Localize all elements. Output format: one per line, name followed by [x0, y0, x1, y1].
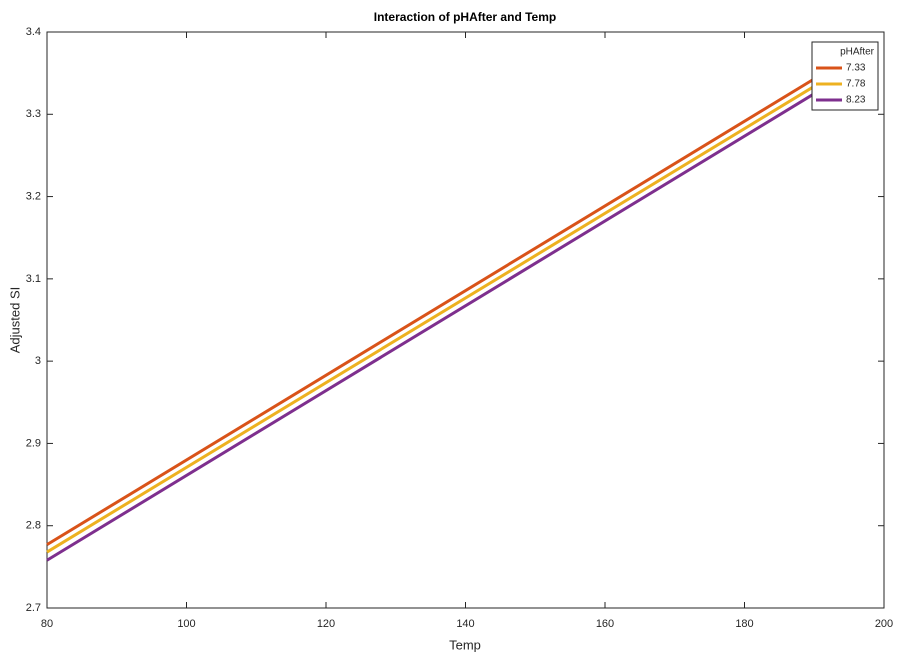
y-tick-label: 3.4 [26, 26, 41, 38]
x-tick-label: 80 [41, 618, 53, 630]
y-tick-label: 2.8 [26, 520, 41, 532]
legend-label: 7.78 [846, 79, 866, 90]
y-axis-label: Adjusted SI [7, 287, 22, 354]
x-tick-label: 200 [875, 618, 893, 630]
x-tick-label: 180 [735, 618, 753, 630]
legend-label: 8.23 [846, 95, 866, 106]
x-tick-label: 100 [177, 618, 195, 630]
x-axis-label: Temp [449, 637, 481, 652]
y-tick-label: 3.1 [26, 273, 41, 285]
x-tick-label: 120 [317, 618, 335, 630]
legend-box [811, 41, 879, 111]
legend-title: pHAfter [840, 47, 875, 58]
legend-label: 7.33 [846, 63, 866, 74]
x-tick-label: 140 [456, 618, 474, 630]
y-tick-label: 2.7 [26, 602, 41, 614]
x-tick-label: 160 [596, 618, 614, 630]
chart-title: Interaction of pHAfter and Temp [374, 10, 556, 24]
y-tick-label: 3 [35, 355, 41, 367]
y-tick-label: 3.2 [26, 190, 41, 202]
y-tick-label: 2.9 [26, 437, 41, 449]
series-line [46, 85, 816, 554]
series-line [46, 77, 816, 546]
series-line [46, 92, 816, 562]
y-tick-label: 3.3 [26, 108, 41, 120]
